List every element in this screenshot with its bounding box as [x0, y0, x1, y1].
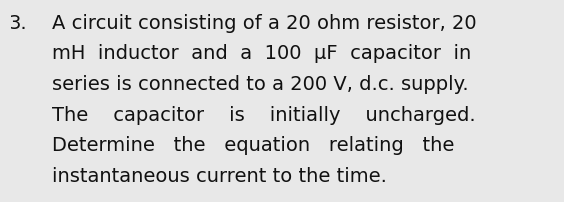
Text: 3.: 3.: [8, 14, 27, 33]
Text: The    capacitor    is    initially    uncharged.: The capacitor is initially uncharged.: [52, 106, 476, 125]
Text: Determine   the   equation   relating   the: Determine the equation relating the: [52, 136, 455, 155]
Text: mH  inductor  and  a  100  μF  capacitor  in: mH inductor and a 100 μF capacitor in: [52, 44, 472, 63]
Text: A circuit consisting of a 20 ohm resistor, 20: A circuit consisting of a 20 ohm resisto…: [52, 14, 477, 33]
Text: series is connected to a 200 V, d.c. supply.: series is connected to a 200 V, d.c. sup…: [52, 75, 469, 94]
Text: instantaneous current to the time.: instantaneous current to the time.: [52, 167, 387, 186]
